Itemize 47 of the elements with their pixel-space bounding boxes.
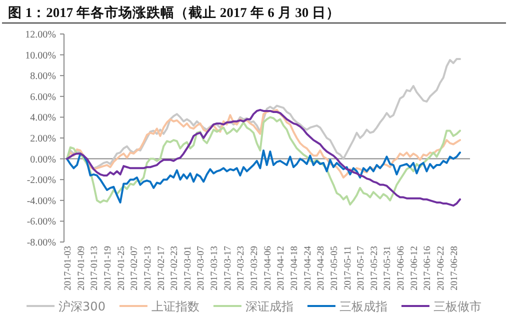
x-tick-label: 2017-05-23: [370, 246, 380, 290]
legend-label: 沪深300: [58, 300, 106, 314]
x-tick-label: 2017-04-12: [276, 246, 287, 290]
x-tick-label: 2017-02-23: [170, 246, 180, 290]
x-tick-label: 2017-05-05: [330, 246, 340, 290]
x-tick-label: 2017-03-01: [183, 246, 194, 290]
y-tick-label: -6.00%: [26, 216, 56, 228]
y-tick-label: 6.00%: [30, 92, 56, 103]
x-tick-label: 2017-05-31: [383, 246, 394, 290]
x-tick-label: 2017-01-13: [90, 246, 100, 290]
x-tick-label: 2017-06-12: [410, 246, 420, 290]
y-tick-label: 4.00%: [30, 112, 56, 124]
y-tick-label: 8.00%: [30, 71, 56, 82]
x-tick-label: 2017-06-28: [450, 246, 460, 290]
y-tick-label: 2.00%: [30, 134, 56, 144]
x-tick-label: 2017-06-16: [423, 246, 434, 290]
title: 图 1：2017 年各市场涨跌幅（截止 2017 年 6 月 30 日）: [8, 5, 340, 20]
x-tick-label: 2017-03-17: [223, 246, 234, 290]
x-tick-label: 2017-04-28: [316, 246, 327, 290]
x-tick-label: 2017-03-07: [196, 246, 207, 290]
legend-label: 三板成指: [339, 300, 388, 314]
x-tick-label: 2017-01-19: [103, 246, 114, 290]
y-tick-label: 12.00%: [25, 30, 56, 40]
x-tick-label: 2017-06-06: [396, 246, 407, 290]
legend-label: 深证成指: [245, 300, 294, 314]
y-tick-label: -2.00%: [26, 175, 56, 186]
x-tick-label: 2017-01-09: [76, 246, 87, 290]
x-tick-label: 2017-04-24: [303, 246, 314, 290]
x-tick-label: 2017-01-03: [64, 246, 74, 290]
x-tick-label: 2017-06-22: [436, 246, 447, 290]
x-tick-label: 2017-02-13: [143, 246, 154, 290]
x-tick-label: 2017-03-13: [210, 246, 220, 290]
x-tick-label: 2017-02-17: [156, 246, 167, 290]
x-tick-label: 2017-03-23: [236, 246, 247, 290]
x-tick-label: 2017-04-06: [263, 246, 274, 290]
legend-label: 上证指数: [151, 300, 200, 314]
x-tick-label: 2017-03-29: [250, 246, 260, 290]
x-tick-label: 2017-05-17: [356, 246, 367, 290]
x-tick-label: 2017-05-11: [343, 246, 354, 290]
y-tick-label: -4.00%: [26, 196, 56, 207]
x-tick-label: 2017-04-18: [290, 246, 300, 290]
y-tick-label: -8.00%: [26, 238, 56, 248]
y-tick-label: 0.00%: [30, 154, 56, 166]
legend-label: 三板做市: [433, 300, 482, 314]
x-tick-label: 2017-02-07: [130, 246, 140, 290]
y-tick-label: 10.00%: [25, 50, 56, 62]
x-tick-label: 2017-01-25: [116, 246, 127, 290]
